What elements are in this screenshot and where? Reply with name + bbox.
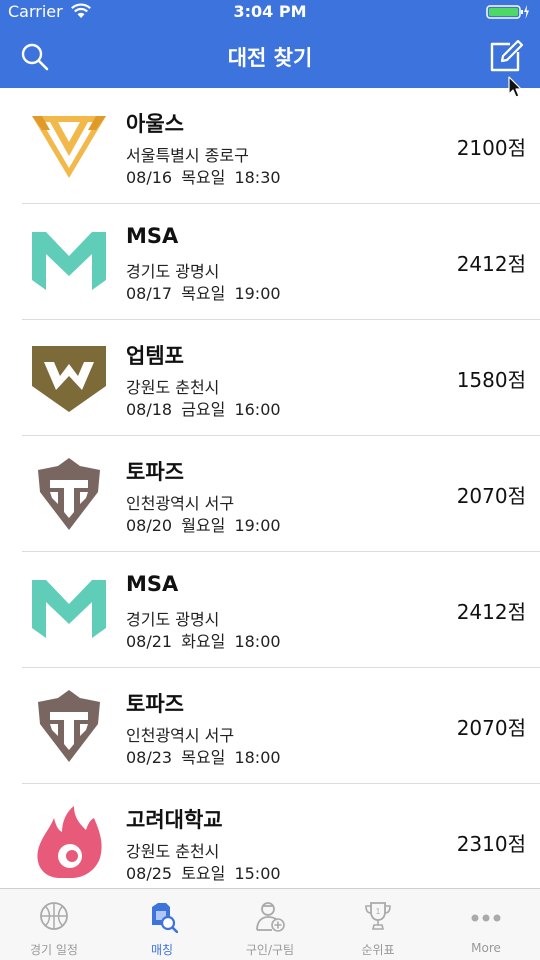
row-divider [22,319,540,320]
match-date: 08/21 화요일 18:00 [126,632,281,651]
row-divider [22,783,540,784]
uptempo-logo-icon [32,346,106,412]
clock: 3:04 PM [233,2,307,21]
match-row[interactable]: 토파즈 인천광역시 서구 08/20 월요일 19:00 2070점 [0,436,540,552]
team-region: 경기도 광명시 [126,262,220,281]
row-divider [22,551,540,552]
tab-label: More [471,941,501,955]
match-date: 08/18 금요일 16:00 [126,400,281,419]
match-date: 08/20 월요일 19:00 [126,516,281,535]
match-row[interactable]: MSA 경기도 광명시 08/21 화요일 18:00 2412점 [0,552,540,668]
carrier-label: Carrier [8,2,63,21]
tab-bar: 경기 일정 매칭 구인/구팀 1 순위표 [0,888,540,960]
page-title: 대전 찾기 [227,46,313,70]
team-score: 2070점 [456,716,526,740]
more-icon [471,914,501,922]
row-divider [22,435,540,436]
battery-icon [486,5,529,19]
topaz-logo-icon [38,690,100,762]
team-score: 2070점 [456,484,526,508]
status-bar: Carrier 3:04 PM [0,0,540,24]
search-icon[interactable] [20,42,50,72]
tab-label: 구인/구팀 [245,943,295,957]
tab-label: 순위표 [361,943,395,957]
matching-icon [152,903,178,933]
tab-recruit[interactable]: 구인/구팀 [216,889,324,960]
team-region: 강원도 춘천시 [126,842,220,861]
team-region: 인천광역시 서구 [126,494,235,513]
tab-matching[interactable]: 매칭 [108,889,216,960]
wifi-icon [71,3,91,18]
basketball-icon [40,902,68,930]
match-row[interactable]: 토파즈 인천광역시 서구 08/23 목요일 18:00 2070점 [0,668,540,784]
team-name: 토파즈 [126,692,184,716]
match-row[interactable]: MSA 경기도 광명시 08/17 목요일 19:00 2412점 [0,204,540,320]
topaz-logo-icon [38,458,100,530]
team-name: MSA [126,224,179,248]
recruit-icon [256,902,285,932]
owls-logo-icon [32,116,106,178]
team-region: 경기도 광명시 [126,610,220,629]
team-name: 업템포 [126,344,184,368]
team-score: 2310점 [456,832,526,856]
team-score: 1580점 [456,368,526,392]
match-date: 08/23 목요일 18:00 [126,748,281,767]
tab-ranking[interactable]: 1 순위표 [324,889,432,960]
msa-logo-icon [32,232,106,290]
team-region: 인천광역시 서구 [126,726,235,745]
match-date: 08/17 목요일 19:00 [126,284,281,303]
tab-label: 매칭 [150,943,174,957]
match-date: 08/16 목요일 18:30 [126,168,281,187]
team-region: 강원도 춘천시 [126,378,220,397]
msa-logo-icon [32,580,106,638]
row-divider [22,203,540,204]
nav-bar: 대전 찾기 [0,24,540,88]
team-score: 2100점 [456,136,526,160]
match-row[interactable]: 고려대학교 강원도 춘천시 08/25 토요일 15:00 2310점 [0,784,540,888]
row-divider [22,667,540,668]
team-score: 2412점 [456,600,526,624]
tab-schedule[interactable]: 경기 일정 [0,889,108,960]
match-date: 08/25 토요일 15:00 [126,864,281,883]
tab-more[interactable]: More [432,889,540,960]
team-name: 고려대학교 [126,808,223,832]
match-row[interactable]: 아울스 서울특별시 종로구 08/16 목요일 18:30 2100점 [0,88,540,204]
tab-label: 경기 일정 [30,943,78,957]
team-name: MSA [126,572,179,596]
match-list: 아울스 서울특별시 종로구 08/16 목요일 18:30 2100점 MSA … [0,88,540,888]
team-name: 아울스 [126,112,184,136]
team-name: 토파즈 [126,460,184,484]
compose-icon[interactable] [488,38,524,74]
korea-univ-logo-icon [37,806,102,878]
trophy-icon: 1 [365,902,391,930]
team-region: 서울특별시 종로구 [126,146,249,165]
team-score: 2412점 [456,252,526,276]
svg-text:1: 1 [376,907,381,916]
match-row[interactable]: 업템포 강원도 춘천시 08/18 금요일 16:00 1580점 [0,320,540,436]
